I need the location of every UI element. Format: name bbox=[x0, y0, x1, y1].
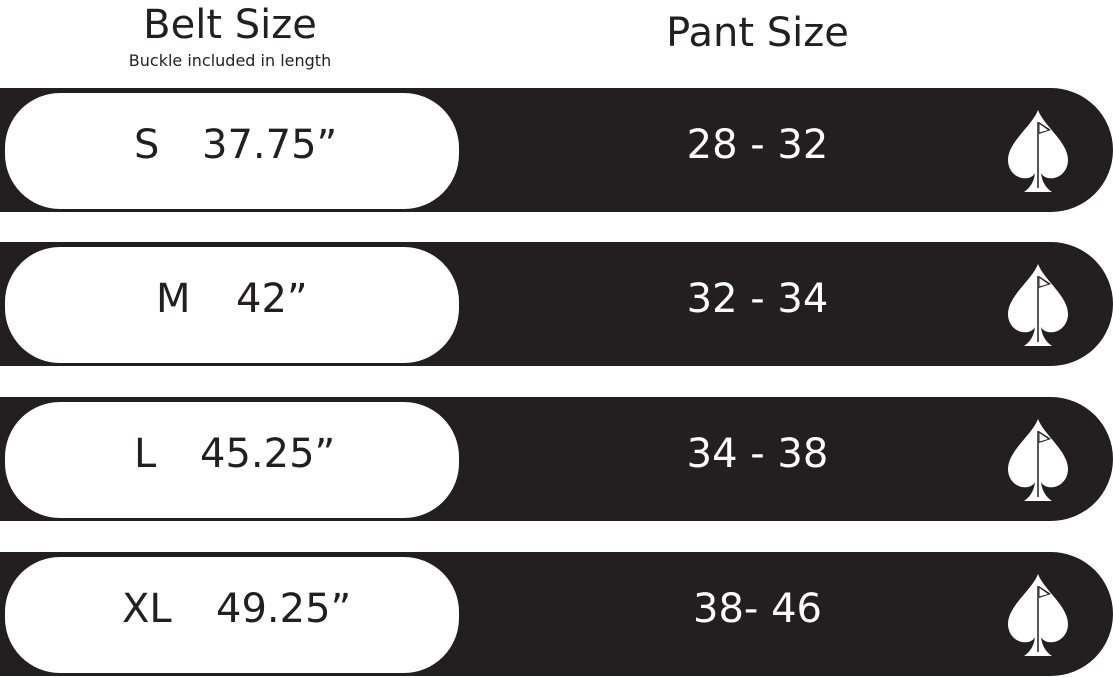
belt-size-heading: Belt Size bbox=[143, 2, 317, 48]
belt-size-label: L bbox=[134, 431, 157, 477]
size-row: L 45.25” 34 - 38 bbox=[0, 397, 1113, 521]
spade-golf-flag-icon bbox=[1008, 574, 1068, 656]
belt-size-label: M bbox=[156, 276, 191, 322]
belt-length: 42” bbox=[236, 276, 308, 322]
belt-length: 37.75” bbox=[202, 122, 338, 168]
size-row: M 42” 32 - 34 bbox=[0, 242, 1113, 366]
pant-size-range: 38- 46 bbox=[693, 586, 822, 632]
size-row: XL 49.25” 38- 46 bbox=[0, 552, 1113, 676]
belt-size-label: S bbox=[134, 122, 160, 168]
pant-size-heading: Pant Size bbox=[666, 10, 849, 56]
spade-golf-flag-icon bbox=[1008, 264, 1068, 346]
pant-size-range: 34 - 38 bbox=[686, 431, 829, 477]
spade-golf-flag-icon bbox=[1008, 419, 1068, 501]
belt-size-pill bbox=[2, 244, 462, 366]
belt-size-pill bbox=[2, 399, 462, 521]
belt-size-subheading: Buckle included in length bbox=[128, 51, 332, 70]
size-row: S 37.75” 28 - 32 bbox=[0, 88, 1113, 212]
belt-size-pill bbox=[2, 90, 462, 212]
pant-size-range: 32 - 34 bbox=[686, 276, 829, 322]
belt-length: 49.25” bbox=[216, 586, 352, 632]
belt-length: 45.25” bbox=[200, 431, 336, 477]
spade-golf-flag-icon bbox=[1008, 110, 1068, 192]
pant-size-range: 28 - 32 bbox=[686, 122, 829, 168]
belt-size-pill bbox=[2, 554, 462, 676]
belt-size-label: XL bbox=[122, 586, 172, 632]
